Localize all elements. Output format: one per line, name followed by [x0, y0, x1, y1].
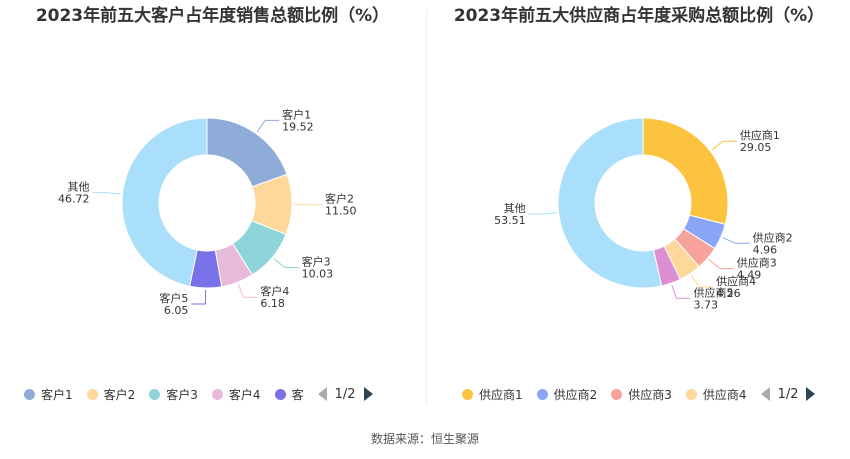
chart0-legend-item-2[interactable]: 客户3: [149, 386, 198, 403]
chart1-label-0: 供应商1: [740, 128, 780, 142]
chart0-label-3: 客户4: [260, 284, 289, 298]
customer-chart-title: 2023年前五大客户占年度销售总额比例（%）: [35, 6, 390, 26]
chart0-legend-dot-2: [149, 388, 161, 400]
supplier-chart-title: 2023年前五大供应商占年度采购总额比例（%）: [453, 6, 825, 26]
chart1-legend-dot-1: [536, 388, 548, 400]
chart1-legend-label-0: 供应商1: [479, 387, 523, 402]
chart0-value-label-1: 11.50: [325, 205, 357, 218]
supplier-legend-page-indicator: 1/2: [777, 386, 799, 402]
customer-chart-panel: 2023年前五大客户占年度销售总额比例（%） 客户1 19.52 客户2 11.50 客…: [0, 0, 425, 420]
chart1-legend-item-1[interactable]: 供应商2: [536, 386, 598, 403]
chart0-label-0: 客户1: [282, 107, 311, 121]
chart1-leader-1: [722, 237, 750, 244]
chart1-label-2: 供应商3: [737, 256, 777, 270]
chart0-leader-5: [92, 192, 121, 195]
chart1-label-1: 供应商2: [753, 230, 793, 244]
customer-legend-items: 客户1 客户2 客户3 客户4 客: [24, 386, 318, 403]
chart0-legend-item-4[interactable]: 客: [274, 386, 304, 403]
chart1-value-label-1: 4.96: [753, 243, 778, 256]
chart0-legend-dot-1: [86, 388, 98, 400]
chart0-legend-dot-3: [211, 388, 223, 400]
chart0-legend-label-3: 客户4: [228, 387, 261, 402]
chart0-legend-dot-0: [24, 388, 35, 400]
chart0-value-label-0: 19.52: [282, 120, 314, 133]
chart0-legend-label-1: 客户2: [103, 387, 136, 402]
chart1-legend-item-2[interactable]: 供应商3: [611, 386, 672, 403]
chart0-legend-label-0: 客户1: [41, 387, 73, 402]
chart0-slice-0[interactable]: [206, 117, 288, 188]
chart1-slice-0[interactable]: [642, 117, 729, 226]
chart1-leader-3: [690, 275, 714, 288]
chart1-leader-4: [671, 284, 691, 299]
chart0-slice-5[interactable]: [121, 117, 208, 287]
chart1-value-label-5: 53.51: [494, 214, 525, 227]
chart1-value-label-2: 4.49: [737, 269, 762, 282]
chart0-value-label-4: 6.05: [164, 304, 189, 317]
legend-prev-page-icon[interactable]: [760, 387, 770, 401]
chart1-legend-dot-3: [685, 388, 697, 400]
supplier-legend: 供应商1 供应商2 供应商3 供应商4 1/2: [462, 384, 816, 404]
chart0-legend-label-4: 客: [291, 387, 304, 402]
customer-legend-pager: 1/2: [317, 386, 373, 402]
chart1-value-label-4: 3.73: [693, 298, 718, 311]
chart0-leader-3: [237, 283, 258, 298]
chart1-legend-label-3: 供应商4: [702, 387, 747, 402]
chart0-label-5: 其他: [68, 181, 90, 194]
chart0-label-4: 客户5: [159, 291, 188, 305]
chart1-leader-0: [711, 140, 737, 151]
customer-legend: 客户1 客户2 客户3 客户4 客 1/2: [24, 384, 373, 404]
chart1-legend-item-3[interactable]: 供应商4: [685, 386, 747, 403]
chart0-value-label-3: 6.18: [260, 297, 285, 310]
customer-legend-page-indicator: 1/2: [334, 386, 356, 402]
chart0-legend-label-2: 客户3: [166, 387, 198, 402]
legend-next-page-icon[interactable]: [363, 387, 373, 401]
chart0-legend-item-3[interactable]: 客户4: [211, 386, 261, 403]
supplier-legend-pager: 1/2: [760, 386, 816, 402]
supplier-chart-panel: 2023年前五大供应商占年度采购总额比例（%） 供应商1 29.05 供应商2 4.9…: [428, 0, 850, 420]
chart1-legend-dot-0: [462, 388, 473, 400]
data-source-note: 数据来源：恒生聚源: [370, 432, 479, 446]
panel-divider: [426, 10, 427, 405]
chart1-legend-item-0[interactable]: 供应商1: [462, 386, 523, 403]
chart1-label-3: 供应商4: [716, 274, 756, 288]
chart1-legend-label-1: 供应商2: [553, 387, 598, 402]
chart1-legend-dot-2: [611, 388, 623, 400]
chart1-label-4: 供应商5: [693, 285, 733, 299]
chart0-leader-2: [273, 258, 299, 269]
chart1-slice-5[interactable]: [557, 117, 663, 289]
chart1-leader-2: [708, 259, 734, 270]
chart0-legend-item-0[interactable]: 客户1: [24, 386, 73, 403]
chart1-legend-label-2: 供应商3: [628, 387, 672, 402]
chart0-legend-dot-4: [274, 388, 286, 400]
chart0-label-2: 客户3: [302, 255, 331, 269]
chart0-label-1: 客户2: [325, 192, 354, 206]
legend-next-page-icon[interactable]: [806, 387, 816, 401]
chart0-leader-0: [256, 119, 280, 133]
chart1-label-5: 其他: [504, 202, 526, 215]
chart0-legend-item-1[interactable]: 客户2: [86, 386, 136, 403]
chart0-leader-4: [191, 289, 207, 305]
legend-prev-page-icon[interactable]: [317, 387, 327, 401]
supplier-legend-items: 供应商1 供应商2 供应商3 供应商4: [462, 386, 761, 403]
chart0-value-label-5: 46.72: [58, 193, 90, 206]
chart1-value-label-3: 4.26: [716, 287, 741, 300]
chart1-leader-5: [528, 212, 557, 215]
chart1-value-label-0: 29.05: [740, 141, 772, 154]
chart0-value-label-2: 10.03: [302, 268, 334, 281]
